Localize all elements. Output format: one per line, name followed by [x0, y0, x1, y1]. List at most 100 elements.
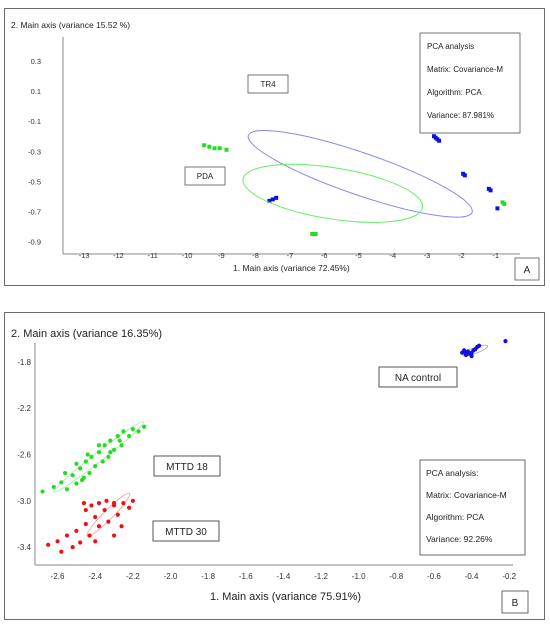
annotation-box — [152, 520, 220, 542]
pca-plot-b: 2. Main axis (variance 16.35%) 1. Main ax… — [11, 328, 529, 614]
pca-panel-a: 2. Main axis (variance 15.52 %) 1. Main a… — [4, 8, 545, 286]
data-point — [108, 438, 113, 443]
x-tick-label: -1.6 — [239, 572, 253, 581]
data-point — [96, 450, 102, 455]
info-line: Variance: 92.26% — [426, 534, 493, 544]
data-point — [93, 514, 98, 520]
x-tick-label: -0.6 — [427, 572, 441, 581]
data-point — [46, 542, 51, 547]
x-tick-label: -2.0 — [164, 572, 178, 581]
confidence-ellipse-tr4 — [247, 129, 473, 218]
data-point — [130, 498, 135, 503]
data-point — [437, 138, 442, 143]
data-point — [310, 231, 315, 236]
x-tick-label: -1.8 — [201, 572, 215, 581]
y-tick-label: -0.9 — [28, 237, 41, 246]
x-tick-label: -5 — [355, 251, 362, 260]
data-point — [495, 206, 500, 211]
info-line: Algorithm: PCA — [426, 512, 484, 522]
annotation-label-tr4: TR4 — [260, 80, 276, 89]
data-point — [93, 463, 98, 469]
y-tick-label: -0.5 — [28, 177, 41, 186]
x-tick-label: -1.0 — [352, 572, 366, 581]
data-point — [102, 507, 107, 513]
data-point — [85, 452, 90, 457]
data-point — [96, 443, 102, 448]
annotation-box — [378, 366, 458, 388]
data-point — [81, 501, 87, 506]
data-point — [212, 146, 217, 151]
data-point — [78, 466, 83, 471]
data-point — [121, 429, 126, 434]
data-point — [126, 505, 132, 510]
x-tick-label: -1.4 — [277, 572, 291, 581]
data-point — [462, 173, 467, 178]
data-point — [115, 433, 120, 439]
confidence-ellipse-pda — [242, 163, 424, 223]
data-point — [83, 459, 88, 464]
x-tick-label: -2.2 — [126, 572, 140, 581]
data-point — [106, 519, 111, 524]
data-point — [130, 426, 135, 432]
data-point — [102, 443, 107, 448]
data-point — [89, 503, 94, 508]
x-tick-label: -0.4 — [465, 572, 479, 581]
data-point — [117, 438, 122, 443]
pca-plot-a: 2. Main axis (variance 15.52 %) 1. Main a… — [11, 20, 540, 281]
annotation-label-pda: PDA — [197, 172, 214, 181]
x-tick-label: -3 — [424, 251, 431, 260]
data-point — [115, 512, 120, 517]
data-point — [313, 231, 318, 236]
data-point — [108, 450, 113, 455]
data-point — [83, 507, 88, 513]
info-box — [419, 32, 521, 134]
panel-letter-box — [514, 257, 540, 281]
data-point — [96, 524, 102, 529]
data-point — [89, 454, 94, 459]
data-point — [70, 473, 75, 478]
annotation-box — [184, 166, 226, 186]
annotation-label-mttd-30: MTTD 30 — [165, 527, 207, 538]
data-point — [477, 343, 482, 348]
annotation-box — [153, 455, 221, 477]
data-point — [488, 188, 493, 193]
y-tick-label: 0.1 — [31, 87, 41, 96]
data-point — [74, 528, 79, 534]
data-point — [463, 352, 469, 358]
data-point — [64, 487, 70, 492]
x-tick-label: -2.4 — [88, 572, 102, 581]
x-tick-label: -2 — [458, 251, 465, 260]
x-axis-title: 1. Main axis (variance 72.45%) — [233, 263, 350, 273]
panel-letter-box — [501, 590, 529, 614]
data-point — [93, 539, 98, 544]
y-tick-label: -3.4 — [17, 543, 31, 552]
data-point — [40, 489, 45, 494]
data-point — [100, 459, 105, 464]
x-tick-label: -13 — [79, 251, 90, 260]
x-tick-label: -0.8 — [389, 572, 403, 581]
data-point — [106, 454, 111, 459]
data-point — [55, 539, 60, 544]
panel-letter: A — [524, 265, 531, 276]
x-tick-label: -10 — [182, 251, 193, 260]
data-point — [111, 447, 117, 452]
data-point — [104, 498, 109, 503]
data-point — [267, 198, 272, 203]
data-point — [126, 433, 132, 439]
data-point — [59, 549, 64, 554]
x-tick-label: -7 — [287, 251, 294, 260]
data-point — [78, 540, 83, 545]
info-line: Variance: 87.981% — [427, 111, 494, 120]
y-axis-title: 2. Main axis (variance 15.52 %) — [11, 20, 130, 30]
y-tick-label: -0.7 — [28, 207, 41, 216]
annotation-label-na-control: NA control — [395, 373, 441, 384]
data-point — [502, 201, 507, 206]
data-point — [51, 484, 56, 490]
data-point — [74, 481, 79, 486]
data-point — [64, 533, 70, 538]
x-tick-label: -2.6 — [51, 572, 65, 581]
y-tick-label: -1.8 — [17, 358, 31, 367]
data-point — [217, 146, 222, 151]
data-point — [207, 144, 212, 149]
x-tick-label: -4 — [389, 251, 396, 260]
